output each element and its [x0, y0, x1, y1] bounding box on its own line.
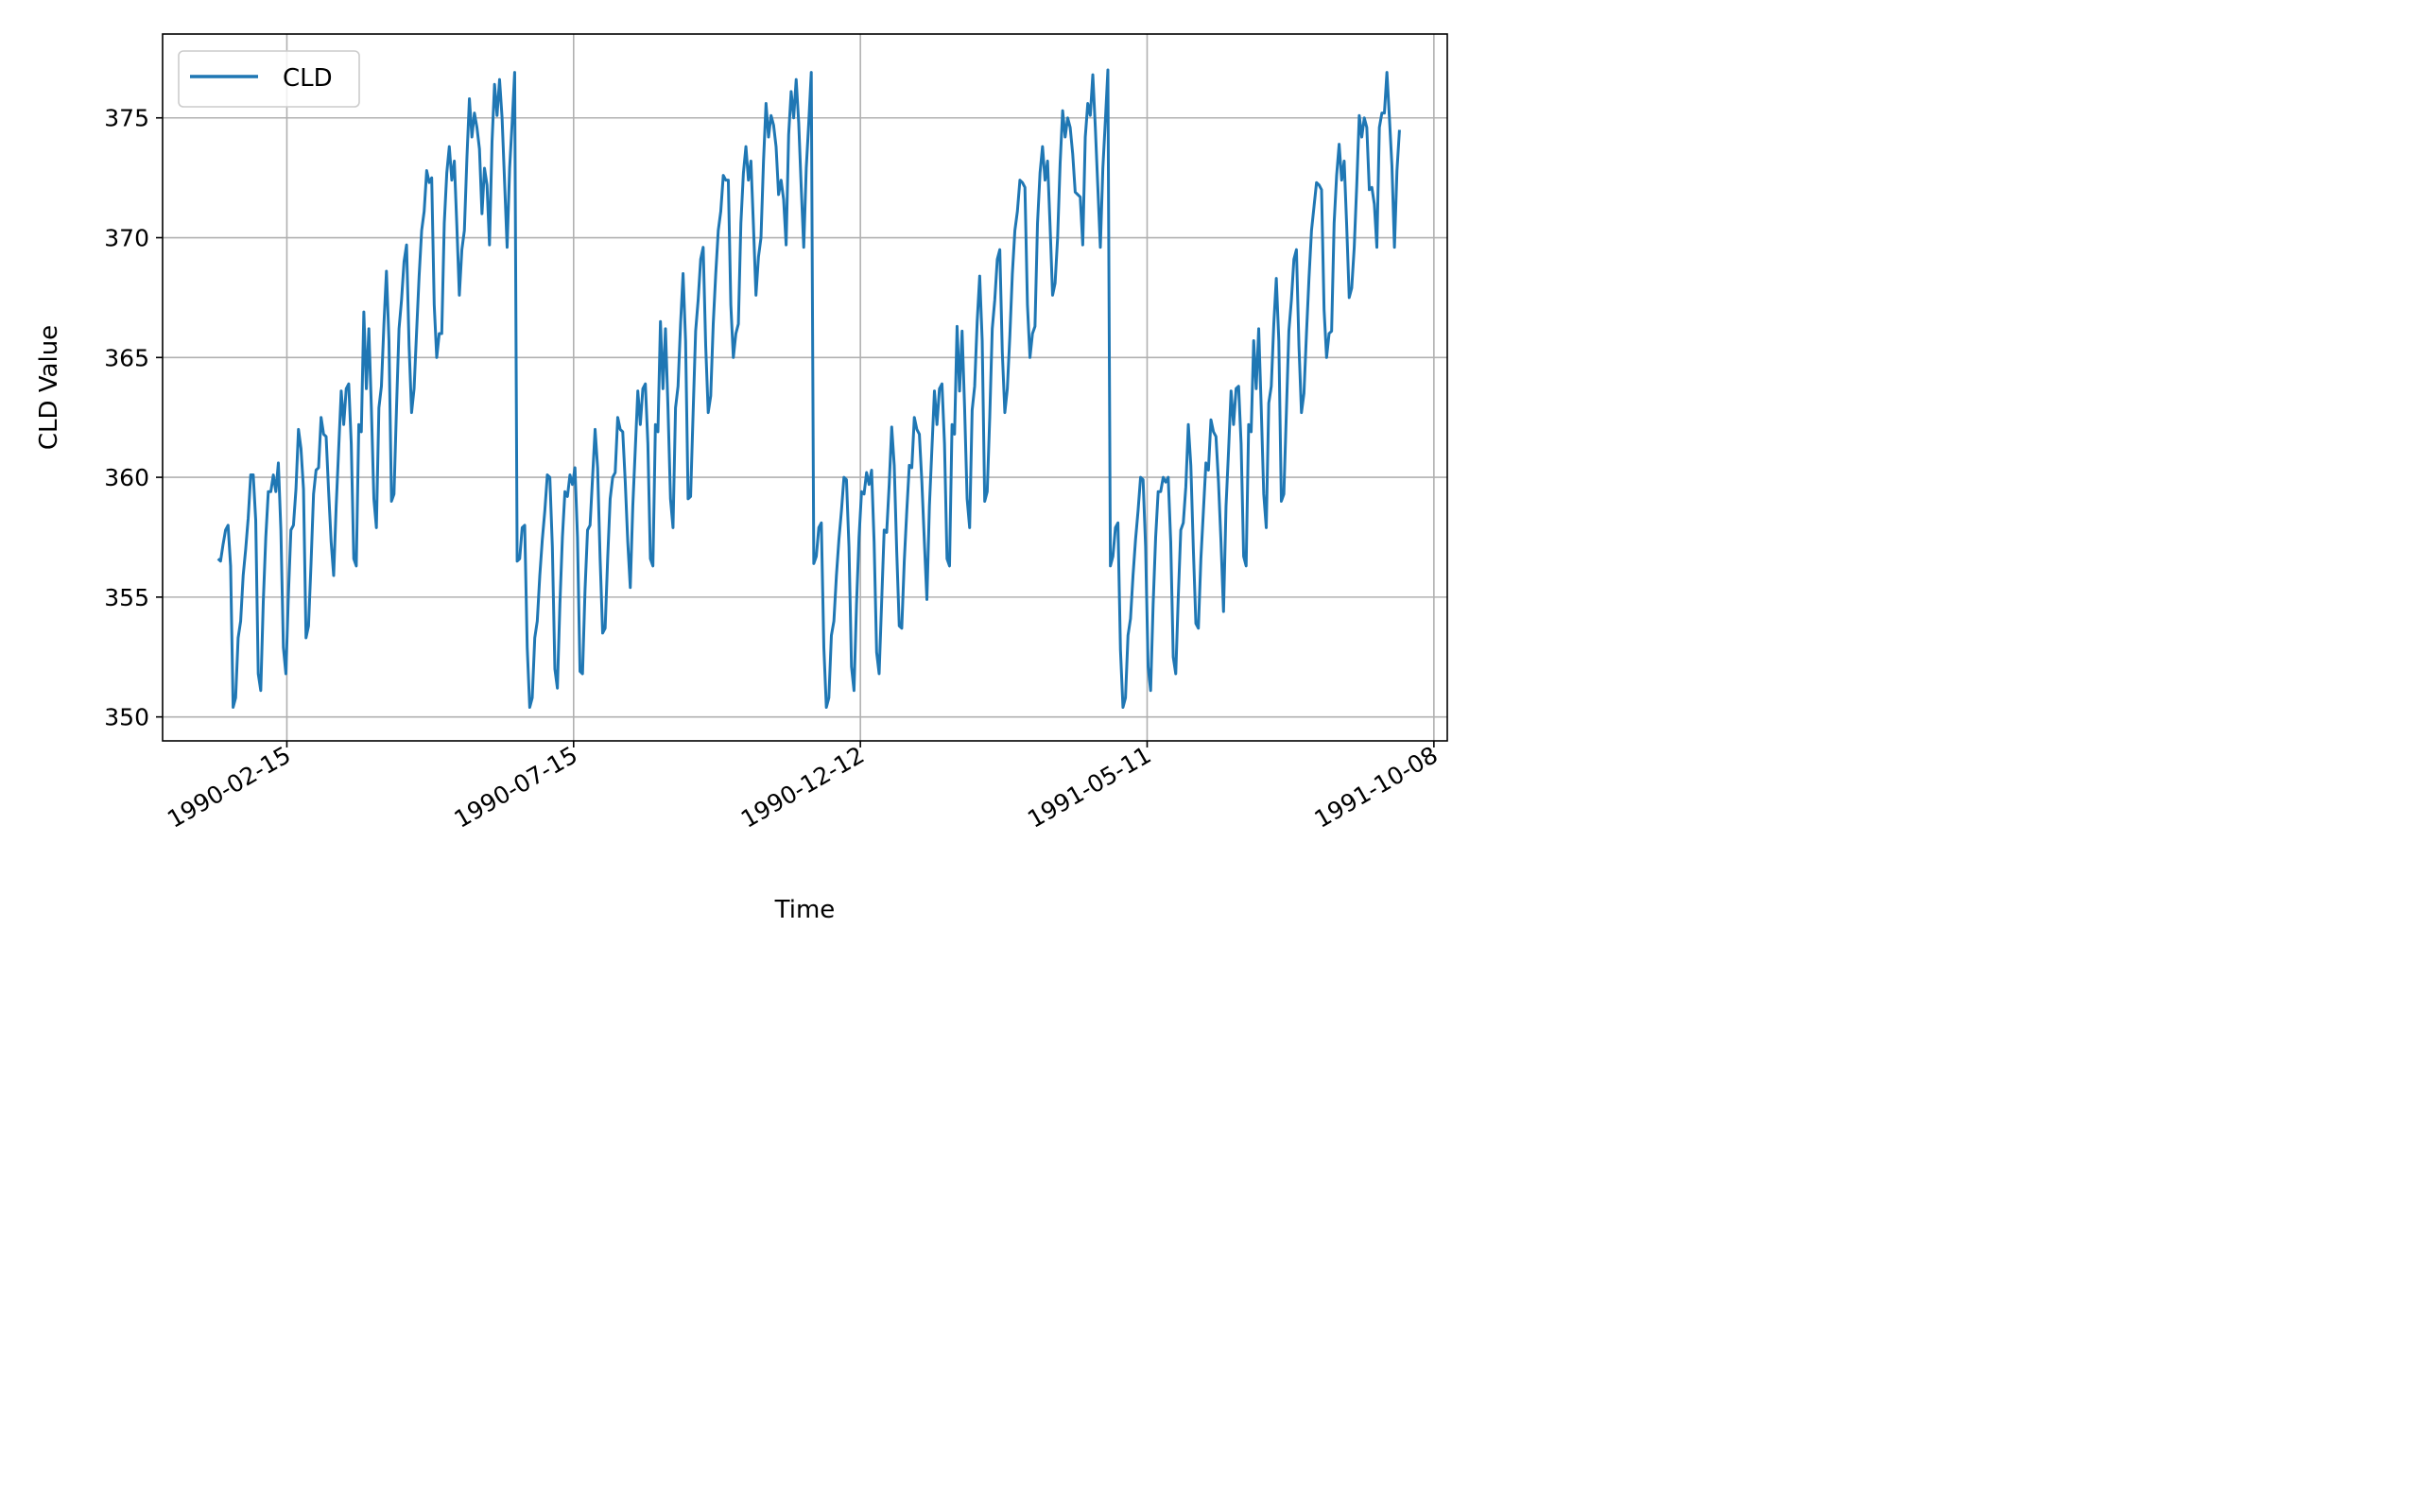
y-tick-label: 350: [104, 704, 149, 731]
y-tick-label: 355: [104, 584, 149, 611]
y-tick-label: 375: [104, 105, 149, 132]
legend: CLD: [178, 50, 360, 108]
grid-lines: [163, 34, 1447, 741]
x-tick-label: 1990-02-15: [163, 741, 295, 833]
x-axis: 1990-02-15 1990-07-15 1990-12-12 1991-05-11…: [163, 741, 1443, 833]
x-tick-label: 1991-05-11: [1023, 741, 1155, 833]
x-axis-label: Time: [774, 896, 836, 924]
series-layer: [216, 68, 1401, 709]
y-axis: 350 355 360 365 370 375: [104, 105, 163, 731]
y-tick-label: 365: [104, 344, 149, 371]
y-tick-label: 370: [104, 225, 149, 252]
x-tick-label: 1990-07-15: [449, 741, 581, 833]
series-line-cld: [216, 68, 1401, 709]
x-tick-label: 1990-12-12: [736, 741, 869, 833]
y-tick-label: 360: [104, 464, 149, 491]
legend-label-cld: CLD: [283, 64, 333, 93]
y-axis-label: CLD Value: [35, 325, 63, 450]
legend-box: [178, 50, 360, 108]
plot-frame: [162, 33, 1448, 742]
x-tick-label: 1991-10-08: [1310, 741, 1443, 833]
